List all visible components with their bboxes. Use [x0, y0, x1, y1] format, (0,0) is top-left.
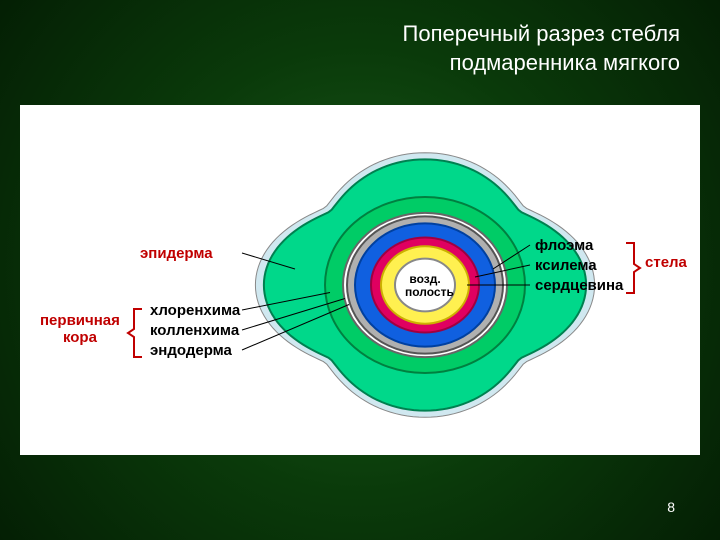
- label-phloem: флоэма: [535, 237, 593, 254]
- label-chlorenchyma: хлоренхима: [150, 302, 240, 319]
- title-line2: подмаренника мягкого: [403, 49, 680, 78]
- label-xylem: ксилема: [535, 257, 597, 274]
- label-epidermis: эпидерма: [140, 245, 213, 262]
- diagram-panel: возд. полость эпидерма хлоренхима коллен…: [20, 105, 700, 455]
- page-number: 8: [667, 499, 675, 515]
- group-primary-cortex: первичная кора: [40, 313, 120, 346]
- center-label: возд. полость: [405, 273, 445, 299]
- label-endodermis: эндодерма: [150, 342, 232, 359]
- title-line1: Поперечный разрез стебля: [403, 20, 680, 49]
- label-collenchyma: колленхима: [150, 322, 239, 339]
- label-pith: сердцевина: [535, 277, 623, 294]
- group-stele: стела: [645, 255, 687, 272]
- slide-title: Поперечный разрез стебля подмаренника мя…: [403, 20, 680, 77]
